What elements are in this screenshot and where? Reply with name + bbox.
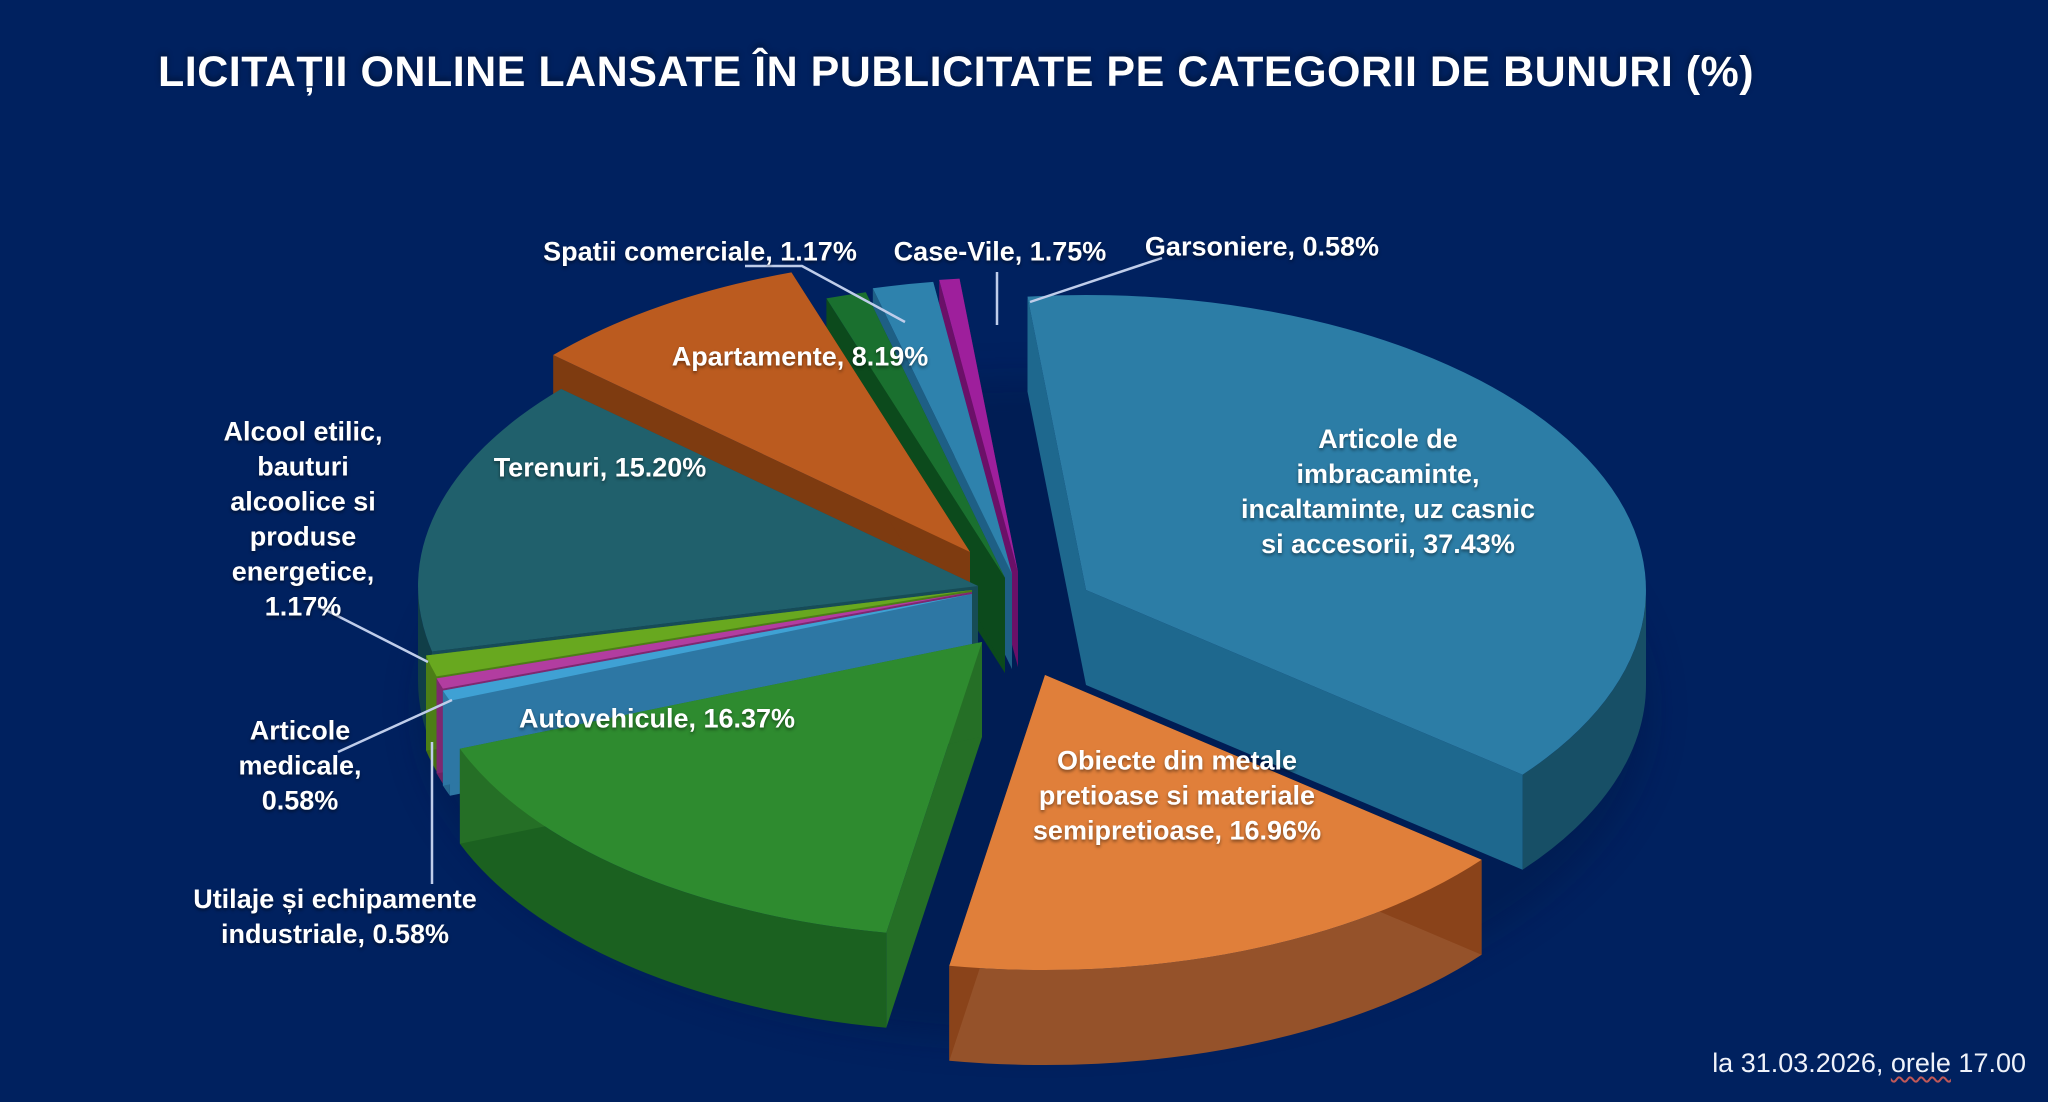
pie-slice-top-10 <box>939 278 1018 572</box>
slice-label-autovehicule: Autovehicule, 16.37% <box>518 703 796 734</box>
pie-slices <box>418 272 1646 1066</box>
pie-slice-rim-0 <box>1522 590 1646 870</box>
pie-slice-top-7 <box>553 272 970 552</box>
pie-slice-top-4 <box>436 592 973 689</box>
slice-label-obiecte-metale: Obiecte din metale pretioase si material… <box>1032 745 1322 846</box>
slice-label-articole-medicale: Articole medicale, 0.58% <box>238 715 362 816</box>
leader-line-articole-medicale <box>337 698 453 754</box>
slice-label-apartamente: Apartamente, 8.19% <box>671 341 929 372</box>
timestamp: la 31.03.2026, orele 17.00 <box>1712 1048 2026 1079</box>
pie-slice-wall-0-0 <box>1027 296 1086 685</box>
slice-label-case-vile: Case-Vile, 1.75% <box>893 236 1107 267</box>
timestamp-date: la 31.03.2026, <box>1712 1048 1884 1078</box>
timestamp-word-orele: orele <box>1890 1048 1951 1078</box>
slice-label-garsoniere: Garsoniere, 0.58% <box>1144 231 1380 262</box>
pie-slice-top-0 <box>1027 294 1646 775</box>
leader-line-spatii-comerciale <box>745 264 906 324</box>
slice-label-articole-imbracaminte: Articole de imbracaminte, incaltaminte, … <box>1240 423 1536 560</box>
slice-label-terenuri: Terenuri, 15.20% <box>493 452 707 483</box>
leader-line-alcool-etilic <box>317 604 429 664</box>
pie-slice-top-9 <box>872 281 1012 574</box>
pie-slice-rim-1 <box>949 859 1482 1066</box>
pie-slice-top-6 <box>418 389 979 652</box>
pie-slice-wall-0-1 <box>1086 590 1523 870</box>
pie-slice-top-1 <box>949 675 1482 971</box>
pie-slice-top-2 <box>459 642 982 933</box>
slice-label-utilaje: Utilaje și echipamente industriale, 0.58… <box>193 883 477 949</box>
leader-lines <box>317 256 1163 884</box>
page-title: LICITAȚII ONLINE LANSATE ÎN PUBLICITATE … <box>158 48 1755 96</box>
slice-label-spatii-comerciale: Spatii comerciale, 1.17% <box>543 236 857 267</box>
pie-slice-top-3 <box>442 594 972 701</box>
slice-label-alcool-etilic: Alcool etilic, bauturi alcoolice si prod… <box>223 416 383 623</box>
leader-line-garsoniere <box>1029 256 1163 304</box>
pie-slice-top-5 <box>426 590 972 677</box>
pie-slice-rim-2 <box>459 748 887 1028</box>
timestamp-time: 17.00 <box>1958 1048 2026 1078</box>
pie-slice-top-8 <box>826 292 1005 578</box>
